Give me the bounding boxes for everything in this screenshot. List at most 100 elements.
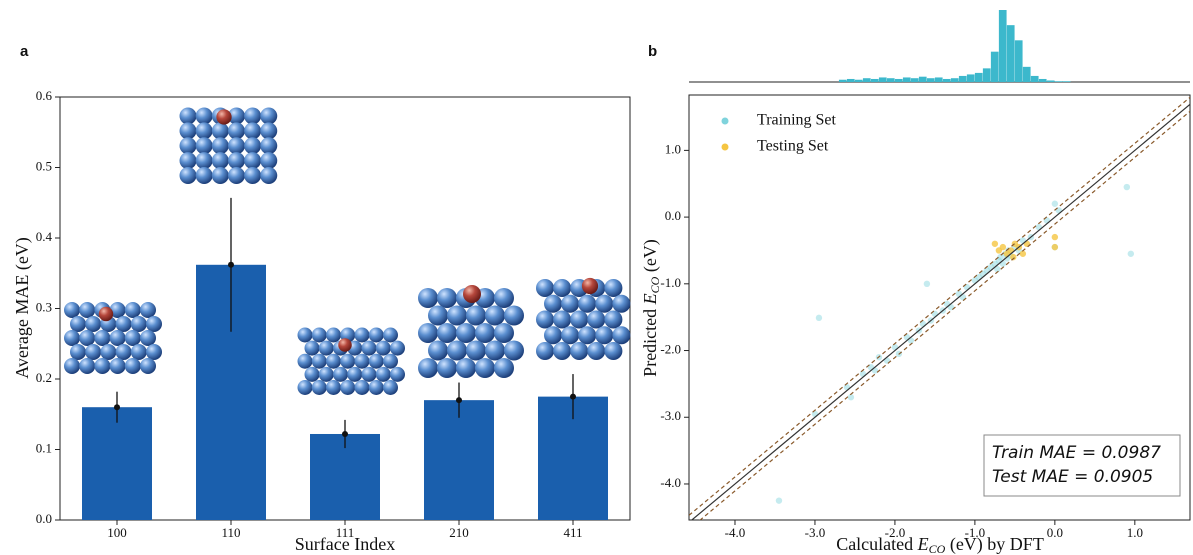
- y-label-part: (eV): [640, 239, 661, 276]
- x-tick-label: 100: [107, 525, 127, 540]
- panel-label: b: [648, 43, 657, 60]
- atom: [298, 354, 313, 369]
- atom: [64, 330, 80, 346]
- y-label-part: Predicted: [640, 304, 660, 376]
- atom: [244, 167, 261, 184]
- atom: [116, 344, 132, 360]
- train-point: [776, 497, 782, 503]
- atom: [376, 341, 391, 356]
- train-point: [1124, 184, 1130, 190]
- bar: [424, 400, 494, 520]
- atom: [319, 341, 334, 356]
- atom: [418, 358, 438, 378]
- adsorbate-atom: [582, 278, 598, 294]
- surface-image: [64, 302, 162, 374]
- atom: [369, 328, 384, 343]
- atom: [612, 326, 630, 344]
- atom: [312, 328, 327, 343]
- atom: [116, 316, 132, 332]
- mean-point: [114, 404, 120, 410]
- atom: [536, 279, 554, 297]
- y-tick-label: -2.0: [660, 342, 681, 357]
- atom: [64, 358, 80, 374]
- histogram-bar: [1015, 40, 1023, 82]
- y-tick-label: -1.0: [660, 275, 681, 290]
- atom: [383, 328, 398, 343]
- atom: [383, 354, 398, 369]
- atom: [369, 354, 384, 369]
- atom: [196, 152, 213, 169]
- atom: [447, 306, 467, 326]
- atom: [140, 302, 156, 318]
- atom: [85, 344, 101, 360]
- histogram-bar: [855, 80, 863, 82]
- atom: [456, 358, 476, 378]
- x-tick-label: -1.0: [965, 525, 986, 540]
- atom: [260, 152, 277, 169]
- atom: [447, 341, 467, 361]
- atom: [428, 306, 448, 326]
- y-tick-label: 0.3: [36, 299, 52, 314]
- y-tick-label: 0.0: [665, 208, 681, 223]
- atom: [369, 380, 384, 395]
- atom: [79, 302, 95, 318]
- x-tick-label: 210: [449, 525, 469, 540]
- atom: [333, 367, 348, 382]
- atom: [94, 358, 110, 374]
- atom: [212, 152, 229, 169]
- y-tick-label: 0.0: [36, 511, 52, 526]
- test-point: [992, 241, 998, 247]
- y-tick-label: 1.0: [665, 141, 681, 156]
- train-point: [924, 281, 930, 287]
- histogram-bar: [1063, 81, 1071, 82]
- atom: [140, 358, 156, 374]
- y-tick-label: 0.4: [36, 229, 53, 244]
- atom: [544, 295, 562, 313]
- atom: [79, 330, 95, 346]
- histogram-bar: [927, 78, 935, 82]
- legend-marker: [722, 118, 729, 125]
- x-tick-label: 1.0: [1127, 525, 1143, 540]
- atom: [140, 330, 156, 346]
- train-point: [1128, 251, 1134, 257]
- x-label-part: E: [917, 534, 929, 554]
- atom: [260, 167, 277, 184]
- atom: [212, 167, 229, 184]
- histogram-bar: [975, 73, 983, 82]
- atom: [587, 342, 605, 360]
- atom: [125, 358, 141, 374]
- atom: [355, 354, 370, 369]
- y-tick-label: 0.1: [36, 440, 52, 455]
- panel-b: b Calculated ECO (eV) by DFT Predicted E…: [640, 10, 1190, 555]
- histogram-bar: [1039, 79, 1047, 82]
- atom: [298, 328, 313, 343]
- panel-label: a: [20, 43, 29, 60]
- atom: [604, 279, 622, 297]
- histogram-bar: [1047, 80, 1055, 82]
- atom: [494, 358, 514, 378]
- atom: [79, 358, 95, 374]
- atom: [298, 380, 313, 395]
- histogram-bar: [1031, 76, 1039, 82]
- atom: [544, 326, 562, 344]
- atom: [485, 306, 505, 326]
- atom: [196, 122, 213, 139]
- mean-point: [456, 397, 462, 403]
- atom: [494, 323, 514, 343]
- atom: [180, 167, 197, 184]
- mean-point: [570, 394, 576, 400]
- atom: [494, 288, 514, 308]
- histogram-bar: [991, 52, 999, 82]
- test-point: [1052, 234, 1058, 240]
- atom: [260, 122, 277, 139]
- atom: [244, 108, 261, 125]
- adsorbate-atom: [463, 285, 481, 303]
- figure: a Surface Index Average MAE (eV) 0.00.10…: [0, 0, 1193, 555]
- annotation: Test MAE = 0.0905: [992, 467, 1153, 487]
- mean-point: [342, 431, 348, 437]
- atom: [362, 367, 377, 382]
- atom: [180, 122, 197, 139]
- atom: [437, 323, 457, 343]
- histogram-bar: [1055, 81, 1063, 82]
- atom: [244, 137, 261, 154]
